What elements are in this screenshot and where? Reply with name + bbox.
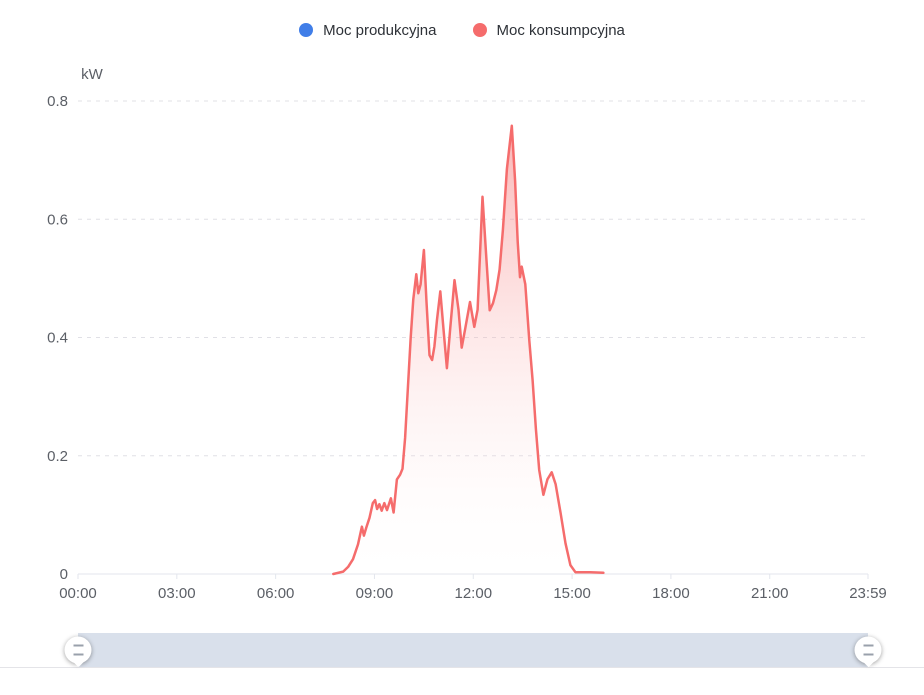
legend-label-konsumpcyjna: Moc konsumpcyjna — [496, 21, 625, 39]
svg-text:00:00: 00:00 — [59, 585, 97, 602]
svg-text:kW: kW — [81, 66, 104, 83]
datazoom-left-handle[interactable] — [64, 636, 92, 664]
svg-text:0.8: 0.8 — [47, 93, 68, 110]
svg-text:0.6: 0.6 — [47, 211, 68, 228]
legend-dot-konsumpcyjna-icon — [472, 23, 487, 37]
legend-item-moc-konsumpcyjna[interactable]: Moc konsumpcyjna — [472, 21, 625, 39]
svg-text:03:00: 03:00 — [158, 585, 196, 602]
chart-canvas[interactable]: 0 0.2 0.4 0.6 0.8 kW 00:00 03:00 06:00 09:00 12:00… — [0, 0, 924, 620]
svg-text:0.2: 0.2 — [47, 448, 68, 465]
svg-text:12:00: 12:00 — [455, 585, 493, 602]
legend-dot-produkcyjna-icon — [299, 23, 314, 37]
drag-grip-icon — [863, 644, 873, 656]
svg-text:0: 0 — [60, 566, 68, 583]
legend-item-moc-produkcyjna[interactable]: Moc produkcyjna — [299, 21, 437, 39]
datazoom-selected-range[interactable] — [78, 633, 868, 667]
svg-text:06:00: 06:00 — [257, 585, 295, 602]
bottom-divider — [0, 667, 924, 668]
svg-text:15:00: 15:00 — [553, 585, 591, 602]
drag-grip-icon — [73, 644, 83, 656]
svg-text:0.4: 0.4 — [47, 330, 68, 347]
datazoom-right-handle[interactable] — [854, 636, 882, 664]
svg-text:23:59: 23:59 — [849, 585, 887, 602]
svg-text:09:00: 09:00 — [356, 585, 394, 602]
legend-label-produkcyjna: Moc produkcyjna — [323, 21, 437, 39]
chart-legend: Moc produkcyjna Moc konsumpcyjna — [0, 16, 924, 44]
datazoom-slider[interactable] — [0, 633, 924, 667]
svg-text:18:00: 18:00 — [652, 585, 690, 602]
svg-text:21:00: 21:00 — [751, 585, 789, 602]
